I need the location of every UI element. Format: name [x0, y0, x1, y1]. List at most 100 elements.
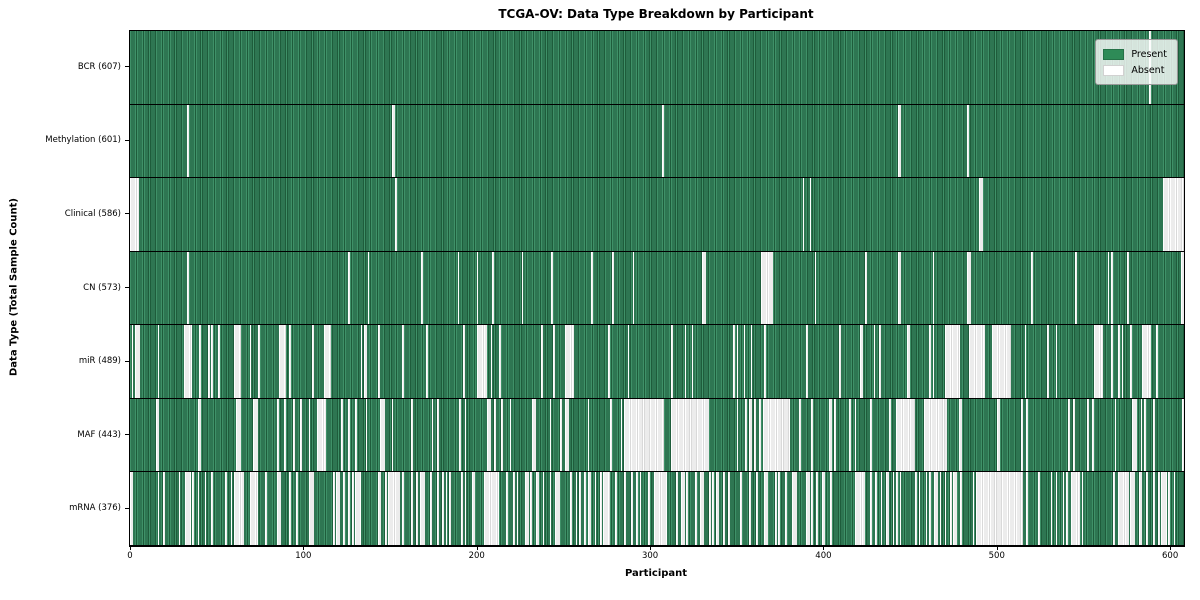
- absent-stripe: [896, 398, 916, 472]
- absent-stripe: [554, 472, 560, 546]
- x-tick-mark: [823, 546, 825, 550]
- absent-stripe: [565, 325, 574, 398]
- absent-stripe: [192, 472, 195, 546]
- x-tick-label: 400: [815, 551, 832, 561]
- absent-stripe: [833, 398, 836, 472]
- absent-stripe: [436, 472, 439, 546]
- absent-stripe: [1180, 251, 1184, 325]
- absent-stripe: [402, 325, 404, 398]
- chart-title: TCGA-OV: Data Type Breakdown by Particip…: [498, 7, 814, 21]
- absent-stripe: [402, 472, 404, 546]
- y-tick-mark: [125, 360, 129, 362]
- absent-stripe: [670, 325, 673, 398]
- absent-stripe: [1161, 472, 1167, 546]
- absent-stripe: [967, 104, 970, 178]
- absent-stripe: [183, 325, 193, 398]
- absent-stripe: [1152, 472, 1155, 546]
- absent-stripe: [918, 472, 921, 546]
- absent-stripe: [897, 251, 902, 325]
- absent-stripe: [1168, 472, 1171, 546]
- absent-stripe: [157, 325, 160, 398]
- absent-stripe: [317, 398, 326, 472]
- absent-stripe: [1111, 251, 1113, 325]
- absent-stripe: [1047, 325, 1049, 398]
- absent-stripe: [684, 325, 687, 398]
- absent-stripe: [459, 398, 462, 472]
- absent-stripe: [934, 472, 938, 546]
- absent-stripe: [620, 398, 623, 472]
- absent-stripe: [1067, 398, 1070, 472]
- absent-stripe: [875, 472, 878, 546]
- x-tick-mark: [130, 546, 131, 550]
- absent-stripe: [774, 472, 777, 546]
- absent-stripe: [873, 325, 876, 398]
- y-tick-mark: [125, 139, 129, 141]
- absent-stripe: [702, 251, 706, 325]
- absent-stripe: [506, 472, 508, 546]
- absent-stripe: [211, 472, 214, 546]
- absent-stripe: [308, 398, 311, 472]
- absent-stripe: [821, 472, 826, 546]
- absent-stripe: [431, 398, 434, 472]
- absent-stripe: [416, 472, 418, 546]
- absent-stripe: [686, 472, 689, 546]
- absent-stripe: [429, 472, 432, 546]
- absent-stripe: [1131, 398, 1138, 472]
- absent-stripe: [880, 472, 883, 546]
- x-tick-label: 100: [295, 551, 312, 561]
- absent-stripe: [610, 398, 612, 472]
- absent-stripe: [1071, 472, 1080, 546]
- absent-stripe: [249, 325, 252, 398]
- absent-stripe: [648, 472, 651, 546]
- absent-stripe: [854, 472, 866, 546]
- absent-stripe: [764, 325, 767, 398]
- absent-stripe: [1107, 251, 1110, 325]
- absent-stripe: [516, 472, 519, 546]
- absent-stripe: [471, 472, 475, 546]
- absent-stripe: [1126, 251, 1129, 325]
- absent-stripe: [762, 398, 791, 472]
- absent-stripe: [792, 472, 798, 546]
- absent-stripe: [395, 178, 397, 251]
- absent-stripe: [500, 398, 503, 472]
- absent-stripe: [234, 472, 245, 546]
- absent-stripe: [892, 472, 895, 546]
- absent-stripe: [906, 325, 911, 398]
- absent-stripe: [549, 398, 552, 472]
- absent-stripe: [839, 325, 841, 398]
- absent-stripe: [996, 398, 1001, 472]
- absent-stripe: [754, 398, 756, 472]
- absent-stripe: [811, 398, 813, 472]
- heatmap-row-miR: [130, 325, 1184, 399]
- absent-stripe: [1173, 472, 1176, 546]
- absent-stripe: [736, 325, 739, 398]
- absent-stripe: [1050, 472, 1053, 546]
- absent-stripe: [332, 472, 335, 546]
- absent-stripe: [1062, 472, 1065, 546]
- y-tick-mark: [125, 213, 129, 215]
- absent-stripe: [388, 472, 401, 546]
- absent-stripe: [814, 251, 817, 325]
- x-tick-label: 200: [468, 551, 485, 561]
- heatmap-row-Clinical: [130, 178, 1184, 252]
- absent-stripe: [1081, 472, 1084, 546]
- absent-stripe: [1111, 325, 1113, 398]
- absent-stripe: [258, 325, 260, 398]
- absent-stripe: [157, 472, 160, 546]
- absent-stripe: [552, 325, 555, 398]
- absent-stripe: [457, 251, 460, 325]
- absent-stripe: [897, 104, 902, 178]
- absent-stripe: [277, 398, 280, 472]
- y-tick-mark: [125, 434, 129, 436]
- absent-stripe: [809, 178, 812, 251]
- absent-stripe: [722, 472, 725, 546]
- absent-stripe: [806, 325, 808, 398]
- y-tick-label-mRNA: mRNA (376): [69, 503, 121, 514]
- absent-stripe: [509, 398, 512, 472]
- absent-stripe: [312, 325, 314, 398]
- heatmap-row-Methylation: [130, 104, 1184, 179]
- absent-stripe: [1130, 472, 1136, 546]
- absent-stripe: [249, 472, 259, 546]
- absent-stripe: [915, 472, 918, 546]
- absent-stripe: [676, 472, 678, 546]
